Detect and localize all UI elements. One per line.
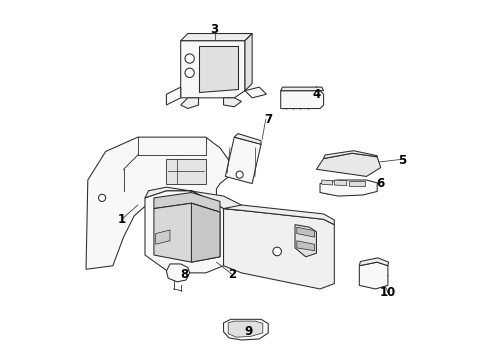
Polygon shape bbox=[281, 87, 323, 91]
Polygon shape bbox=[234, 134, 261, 144]
Polygon shape bbox=[167, 87, 181, 105]
Polygon shape bbox=[320, 180, 377, 196]
Circle shape bbox=[185, 54, 194, 63]
Polygon shape bbox=[245, 33, 252, 91]
Circle shape bbox=[185, 68, 194, 77]
Text: 3: 3 bbox=[211, 23, 219, 36]
Polygon shape bbox=[223, 208, 334, 289]
Polygon shape bbox=[297, 241, 315, 251]
Text: 2: 2 bbox=[228, 268, 237, 281]
Polygon shape bbox=[154, 193, 220, 212]
Polygon shape bbox=[323, 151, 377, 158]
Polygon shape bbox=[295, 225, 317, 257]
Text: 4: 4 bbox=[312, 88, 320, 101]
Polygon shape bbox=[192, 203, 220, 262]
Polygon shape bbox=[181, 98, 198, 109]
Polygon shape bbox=[167, 264, 190, 282]
Polygon shape bbox=[359, 258, 389, 266]
Polygon shape bbox=[223, 319, 268, 340]
Polygon shape bbox=[334, 180, 347, 186]
Polygon shape bbox=[322, 180, 333, 185]
Circle shape bbox=[98, 194, 106, 202]
Polygon shape bbox=[297, 227, 315, 237]
Polygon shape bbox=[145, 191, 223, 273]
Text: 6: 6 bbox=[377, 177, 385, 190]
Text: 10: 10 bbox=[380, 286, 396, 299]
Polygon shape bbox=[167, 158, 206, 184]
Text: 8: 8 bbox=[180, 268, 188, 281]
Circle shape bbox=[236, 171, 243, 178]
Polygon shape bbox=[181, 41, 245, 98]
Text: 1: 1 bbox=[118, 213, 126, 226]
Circle shape bbox=[273, 247, 281, 256]
Polygon shape bbox=[245, 87, 267, 98]
Text: 9: 9 bbox=[245, 325, 253, 338]
Polygon shape bbox=[228, 321, 263, 337]
Polygon shape bbox=[156, 230, 170, 244]
Polygon shape bbox=[359, 262, 388, 289]
Polygon shape bbox=[198, 46, 238, 93]
Polygon shape bbox=[348, 181, 365, 186]
Text: 5: 5 bbox=[398, 154, 406, 167]
Polygon shape bbox=[154, 203, 220, 262]
Polygon shape bbox=[145, 187, 242, 210]
Polygon shape bbox=[225, 137, 261, 184]
Polygon shape bbox=[181, 33, 252, 41]
Polygon shape bbox=[223, 205, 334, 225]
Polygon shape bbox=[317, 153, 381, 176]
Polygon shape bbox=[86, 137, 229, 269]
Polygon shape bbox=[281, 91, 323, 109]
Polygon shape bbox=[223, 98, 242, 107]
Text: 7: 7 bbox=[264, 113, 272, 126]
